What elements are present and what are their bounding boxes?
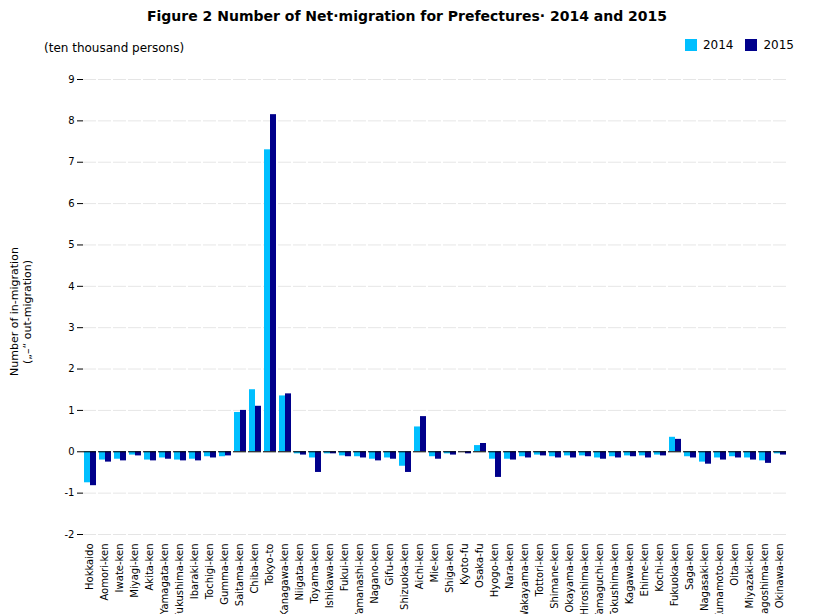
svg-text:Akita-ken: Akita-ken [144, 544, 155, 591]
svg-text:Hokkaido: Hokkaido [84, 544, 95, 590]
html-text:Number of in-migration („–“ ou: Number of in-migration („–“ out‐migratio… [8, 247, 34, 376]
svg-text:Shimane-ken: Shimane-ken [549, 544, 560, 609]
html-text:2014: 2014 [702, 37, 734, 52]
svg-text:Nagasaki-ken: Nagasaki-ken [699, 544, 710, 612]
svg-text:Shiga-ken: Shiga-ken [444, 544, 455, 593]
svg-text:-1: -1 [65, 487, 75, 498]
svg-text:Saitama-ken: Saitama-ken [234, 544, 245, 607]
svg-text:Yamaguchi-ken: Yamaguchi-ken [594, 544, 605, 614]
svg-text:Hyogo-ken: Hyogo-ken [489, 544, 500, 598]
svg-text:Niigata-ken: Niigata-ken [294, 544, 305, 601]
svg-text:Gumma-ken: Gumma-ken [219, 544, 230, 605]
svg-text:4: 4 [68, 281, 74, 292]
svg-text:Tottori-ken: Tottori-ken [534, 544, 545, 598]
html-text:(ten thousand persons): (ten thousand persons) [44, 40, 185, 55]
svg-text:0: 0 [68, 446, 74, 457]
svg-text:Ishikawa-ken: Ishikawa-ken [324, 544, 335, 609]
svg-text:Kumamoto-ken: Kumamoto-ken [714, 544, 725, 614]
svg-text:Okinawa-ken: Okinawa-ken [774, 544, 785, 609]
svg-text:Oita-ken: Oita-ken [729, 544, 740, 586]
svg-text:Mie-ken: Mie-ken [429, 544, 440, 583]
svg-text:Tochigi-ken: Tochigi-ken [204, 544, 215, 601]
svg-text:Fukuoka-ken: Fukuoka-ken [669, 544, 680, 607]
svg-text:2: 2 [68, 363, 74, 374]
svg-text:Osaka-fu: Osaka-fu [474, 544, 485, 588]
svg-text:Iwate-ken: Iwate-ken [114, 544, 125, 593]
svg-text:Kyoto-fu: Kyoto-fu [459, 544, 470, 586]
html-text:2015: 2015 [763, 37, 794, 52]
svg-text:Fukushima-ken: Fukushima-ken [174, 544, 185, 614]
html-text:Figure 2 Number of Net·migrati: Figure 2 Number of Net·migration for Pre… [147, 8, 667, 24]
svg-text:7: 7 [68, 156, 74, 167]
svg-text:Shizuoka-ken: Shizuoka-ken [399, 544, 410, 610]
svg-text:Yamagata-ken: Yamagata-ken [159, 544, 170, 614]
svg-text:5: 5 [68, 239, 74, 250]
svg-text:Miyagi-ken: Miyagi-ken [129, 544, 140, 598]
svg-text:9: 9 [68, 74, 74, 85]
svg-text:Tokushima-ken: Tokushima-ken [609, 544, 620, 614]
svg-text:Aichi-ken: Aichi-ken [414, 544, 425, 590]
svg-text:Kochi-ken: Kochi-ken [654, 544, 665, 592]
svg-text:Wakayama-ken: Wakayama-ken [519, 544, 530, 614]
svg-text:Toyama-ken: Toyama-ken [309, 544, 320, 605]
svg-text:Yamanashi-ken: Yamanashi-ken [354, 544, 365, 614]
svg-text:Kagawa-ken: Kagawa-ken [624, 544, 635, 605]
svg-text:8: 8 [68, 115, 74, 126]
svg-text:Ibaraki-ken: Ibaraki-ken [189, 544, 200, 600]
svg-text:Nara-ken: Nara-ken [504, 544, 515, 589]
svg-text:Kanagawa-ken: Kanagawa-ken [279, 544, 290, 614]
svg-text:Nagano-ken: Nagano-ken [369, 544, 380, 604]
svg-text:Ehime-ken: Ehime-ken [639, 544, 650, 597]
svg-text:Aomori-ken: Aomori-ken [99, 544, 110, 601]
svg-text:Kagoshima-ken: Kagoshima-ken [759, 544, 770, 614]
svg-text:Miyazaki-ken: Miyazaki-ken [744, 544, 755, 609]
svg-text:Gifu-ken: Gifu-ken [384, 544, 395, 586]
svg-text:Saga-ken: Saga-ken [684, 544, 695, 590]
svg-text:Chiba-ken: Chiba-ken [249, 544, 260, 594]
svg-text:-2: -2 [65, 529, 75, 540]
svg-text:Okayama-ken: Okayama-ken [564, 544, 575, 613]
svg-text:6: 6 [68, 198, 74, 209]
svg-text:1: 1 [68, 405, 74, 416]
svg-text:Hiroshima-ken: Hiroshima-ken [579, 544, 590, 614]
svg-text:3: 3 [68, 322, 74, 333]
svg-text:Fukui-ken: Fukui-ken [339, 544, 350, 592]
svg-text:Tokyo-to: Tokyo-to [264, 544, 275, 587]
